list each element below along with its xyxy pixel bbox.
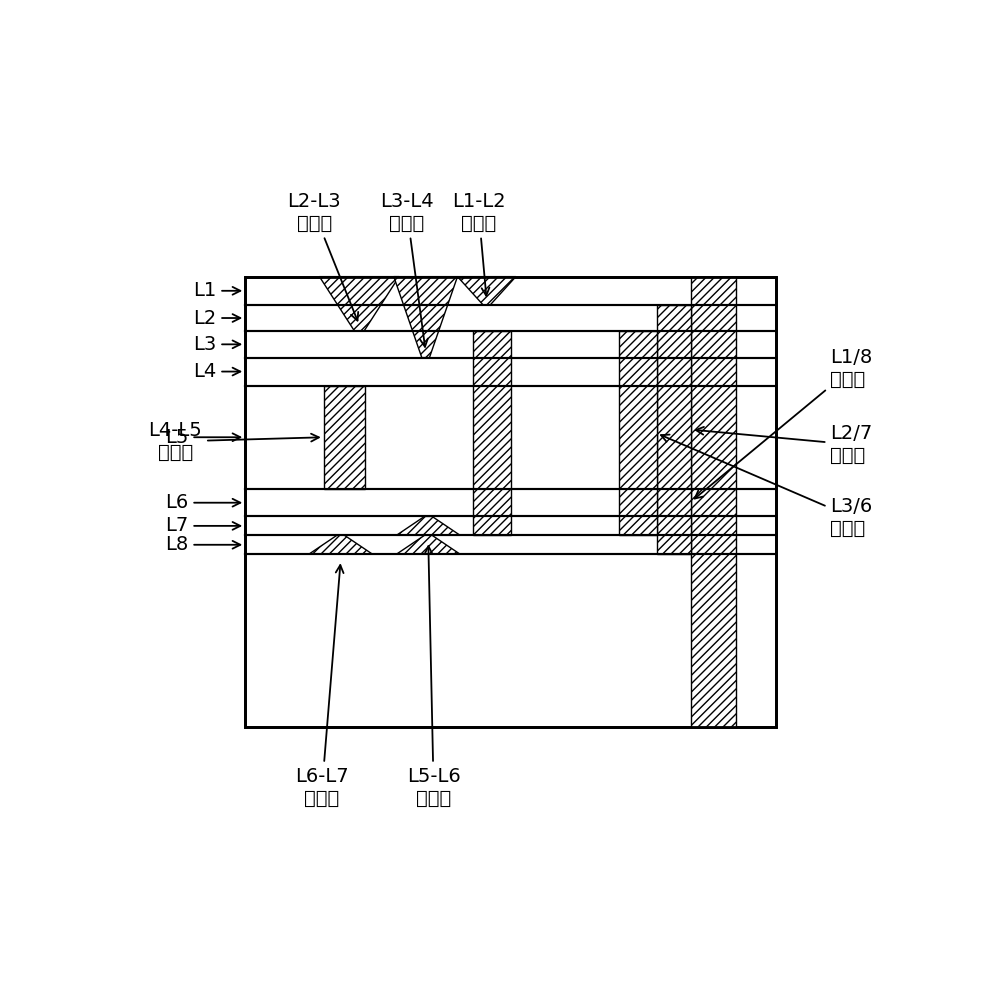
Polygon shape: [457, 277, 516, 305]
Text: L4: L4: [193, 362, 240, 381]
Text: L5-L6
层盲孔: L5-L6 层盲孔: [407, 546, 460, 807]
Text: L1-L2
层盲孔: L1-L2 层盲孔: [452, 191, 506, 296]
Polygon shape: [309, 535, 373, 554]
Polygon shape: [319, 277, 399, 331]
Text: L3: L3: [193, 335, 240, 354]
Text: L2/7
层埋孔: L2/7 层埋孔: [696, 424, 872, 465]
Bar: [619, 331, 657, 535]
Text: L7: L7: [165, 517, 240, 535]
Bar: [657, 305, 691, 554]
Bar: [473, 331, 511, 535]
Text: L3-L4
层盲孔: L3-L4 层盲孔: [380, 191, 434, 347]
Text: L6: L6: [165, 493, 240, 513]
Text: L2-L3
层盲孔: L2-L3 层盲孔: [287, 191, 358, 320]
Polygon shape: [396, 535, 460, 554]
Text: L2: L2: [193, 308, 240, 328]
Text: L3/6
层埋孔: L3/6 层埋孔: [661, 435, 872, 537]
Polygon shape: [394, 277, 457, 357]
Text: L1/8
层通孔: L1/8 层通孔: [695, 349, 872, 499]
Bar: [245, 277, 776, 727]
Bar: [245, 277, 776, 727]
Text: L6-L7
层盲孔: L6-L7 层盲孔: [295, 565, 349, 807]
Bar: [324, 386, 365, 489]
Text: L5: L5: [165, 428, 240, 447]
Text: L1: L1: [193, 281, 240, 300]
Polygon shape: [396, 517, 460, 535]
Text: L4-L5
层埋孔: L4-L5 层埋孔: [148, 421, 319, 462]
Text: L8: L8: [165, 535, 240, 554]
Bar: [691, 277, 736, 727]
